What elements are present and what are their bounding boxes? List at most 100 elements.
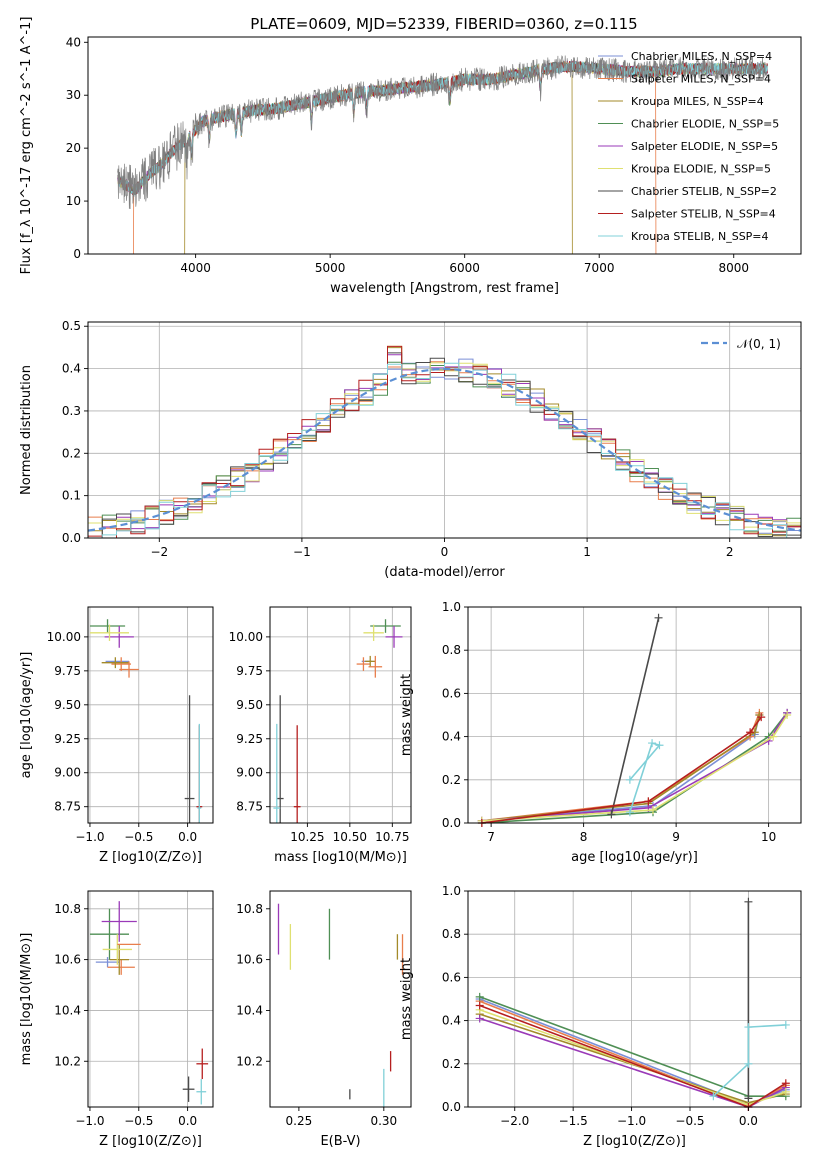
x-tick-label: 4000 bbox=[180, 261, 211, 275]
age-vs-mass-panel: 10.25 10.50 10.75 8.75 9.00 9.25 9.50 9.75 10.00… bbox=[229, 606, 412, 865]
y-tick-label: 0.4 bbox=[442, 1014, 461, 1028]
axes-frame bbox=[87, 36, 802, 255]
y-axis-label: mass weight bbox=[399, 958, 414, 1040]
mass-weight-marker bbox=[625, 775, 634, 784]
x-tick-label: 0.25 bbox=[286, 1114, 313, 1128]
errorbar-point bbox=[293, 725, 301, 823]
y-tick-label: 0.0 bbox=[442, 816, 461, 830]
mass-weight-marker bbox=[655, 741, 664, 750]
mass-weight-series bbox=[712, 1024, 786, 1097]
mass-weight-marker bbox=[744, 1023, 753, 1032]
errorbar-point bbox=[89, 624, 130, 641]
mass-weight-series bbox=[481, 714, 788, 822]
spectrum-lines bbox=[117, 55, 768, 254]
mass-weight-marker bbox=[744, 897, 753, 906]
y-tick-label: 20 bbox=[66, 141, 81, 155]
x-tick-label: −1.0 bbox=[75, 1114, 104, 1128]
x-tick-label: −2 bbox=[150, 545, 168, 559]
x-tick-label: 7 bbox=[487, 830, 495, 844]
y-axis-label: Normed distribution bbox=[19, 365, 34, 495]
errorbar-point bbox=[370, 619, 401, 633]
massweight-vs-age-panel: 7 8 9 10 0.0 0.2 0.4 0.6 0.8 1.0 age [log10(age/yr… bbox=[399, 600, 802, 865]
legend-entry: Salpeter MILES, N_SSP=4 bbox=[631, 73, 771, 86]
errorbar-point bbox=[385, 626, 403, 648]
x-axis-label: mass [log10(M/M⊙)] bbox=[274, 850, 407, 865]
errorbar-point bbox=[276, 695, 284, 823]
mass-weight-marker bbox=[781, 1087, 790, 1096]
y-tick-label: 0.4 bbox=[62, 362, 81, 376]
errorbar-point bbox=[101, 657, 130, 669]
errorbar-point bbox=[102, 934, 132, 965]
errorbar-point bbox=[111, 657, 131, 671]
y-tick-label: 10.8 bbox=[236, 902, 263, 916]
axes-frame bbox=[269, 890, 412, 1108]
mass-weight-marker bbox=[781, 1020, 790, 1029]
x-axis-label: (data-model)/error bbox=[384, 565, 505, 580]
errorbar-point bbox=[95, 957, 120, 968]
legend-entry: Kroupa ELODIE, N_SSP=5 bbox=[631, 163, 771, 176]
mass-weight-marker bbox=[475, 1014, 484, 1023]
y-tick-label: 0.2 bbox=[62, 446, 81, 460]
x-tick-label: −1.0 bbox=[617, 1114, 646, 1128]
x-tick-label: 2 bbox=[726, 545, 734, 559]
x-axis-label: Z [log10(Z/Z⊙)] bbox=[583, 1134, 686, 1149]
y-tick-label: 0.6 bbox=[442, 970, 461, 984]
y-tick-label: 10.8 bbox=[54, 902, 81, 916]
y-tick-label: 0.1 bbox=[62, 489, 81, 503]
x-tick-label: −0.5 bbox=[675, 1114, 704, 1128]
y-tick-label: 10.4 bbox=[54, 1003, 81, 1017]
mass-vs-Z-panel: −1.0 −0.5 0.0 10.2 10.4 10.6 10.8 Z [log10(Z/Z⊙… bbox=[19, 890, 214, 1149]
massweight-vs-Z-panel: −2.0 −1.5 −1.0 −0.5 0.0 0.0 0.2 0.4 0.6 0.8 1.0 Z [… bbox=[399, 884, 802, 1149]
x-tick-label: −0.5 bbox=[124, 1114, 153, 1128]
x-tick-label: 9 bbox=[672, 830, 680, 844]
mass-weight-marker bbox=[648, 739, 657, 748]
y-tick-label: 0.0 bbox=[442, 1100, 461, 1114]
y-tick-label: 9.00 bbox=[54, 766, 81, 780]
x-axis-label: Z [log10(Z/Z⊙)] bbox=[99, 850, 202, 865]
legend-entry: Kroupa MILES, N_SSP=4 bbox=[631, 95, 764, 108]
mass-weight-marker bbox=[757, 713, 766, 722]
y-axis-label: Flux [f_λ 10^-17 erg cm^-2 s^-1 A^-1] bbox=[19, 17, 34, 275]
legend-entry: Chabrier MILES, N_SSP=4 bbox=[631, 50, 772, 63]
y-tick-label: 10.6 bbox=[54, 953, 81, 967]
mass-weight-series bbox=[610, 617, 660, 815]
mass-weight-series bbox=[629, 742, 661, 813]
x-tick-label: 10.50 bbox=[333, 830, 367, 844]
figure-title: PLATE=0609, MJD=52339, FIBERID=0360, z=0… bbox=[250, 15, 637, 33]
y-tick-label: 0.8 bbox=[442, 927, 461, 941]
mass-weight-marker bbox=[783, 711, 792, 719]
errorbar-point bbox=[184, 695, 195, 823]
errorbar-point bbox=[89, 908, 130, 960]
x-tick-label: −1 bbox=[293, 545, 311, 559]
mass-weight-marker bbox=[654, 613, 663, 622]
x-axis-label: Z [log10(Z/Z⊙)] bbox=[99, 1134, 202, 1149]
y-tick-label: 0.0 bbox=[62, 531, 81, 545]
x-tick-label: 1 bbox=[583, 545, 591, 559]
legend-entry: Salpeter STELIB, N_SSP=4 bbox=[631, 208, 776, 221]
x-tick-label: 5000 bbox=[315, 261, 346, 275]
mass-weight-marker bbox=[744, 1094, 753, 1103]
legend-entry: Chabrier ELODIE, N_SSP=5 bbox=[631, 118, 779, 131]
mass-weight-marker bbox=[769, 732, 778, 741]
errorbar-point bbox=[273, 723, 281, 823]
y-tick-label: 9.75 bbox=[236, 664, 263, 678]
errorbar-point bbox=[365, 655, 376, 667]
y-tick-label: 10 bbox=[66, 194, 81, 208]
y-tick-label: 9.00 bbox=[236, 766, 263, 780]
errorbar-point bbox=[119, 661, 139, 678]
legend-entry: Kroupa STELIB, N_SSP=4 bbox=[631, 230, 769, 243]
x-tick-label: 8000 bbox=[718, 261, 749, 275]
legend-entry: Salpeter ELODIE, N_SSP=5 bbox=[631, 140, 778, 153]
y-tick-label: 0.4 bbox=[442, 730, 461, 744]
x-tick-label: 8 bbox=[580, 830, 588, 844]
axes-frame bbox=[467, 606, 802, 824]
x-tick-label: 0.30 bbox=[370, 1114, 397, 1128]
axes-frame bbox=[87, 606, 214, 824]
mass-weight-marker bbox=[744, 1059, 753, 1068]
y-tick-label: 0.3 bbox=[62, 404, 81, 418]
y-tick-label: 1.0 bbox=[442, 884, 461, 898]
mass-weight-marker bbox=[644, 797, 653, 806]
mass-weight-marker bbox=[781, 1079, 790, 1088]
mass-weight-marker bbox=[709, 1092, 718, 1101]
